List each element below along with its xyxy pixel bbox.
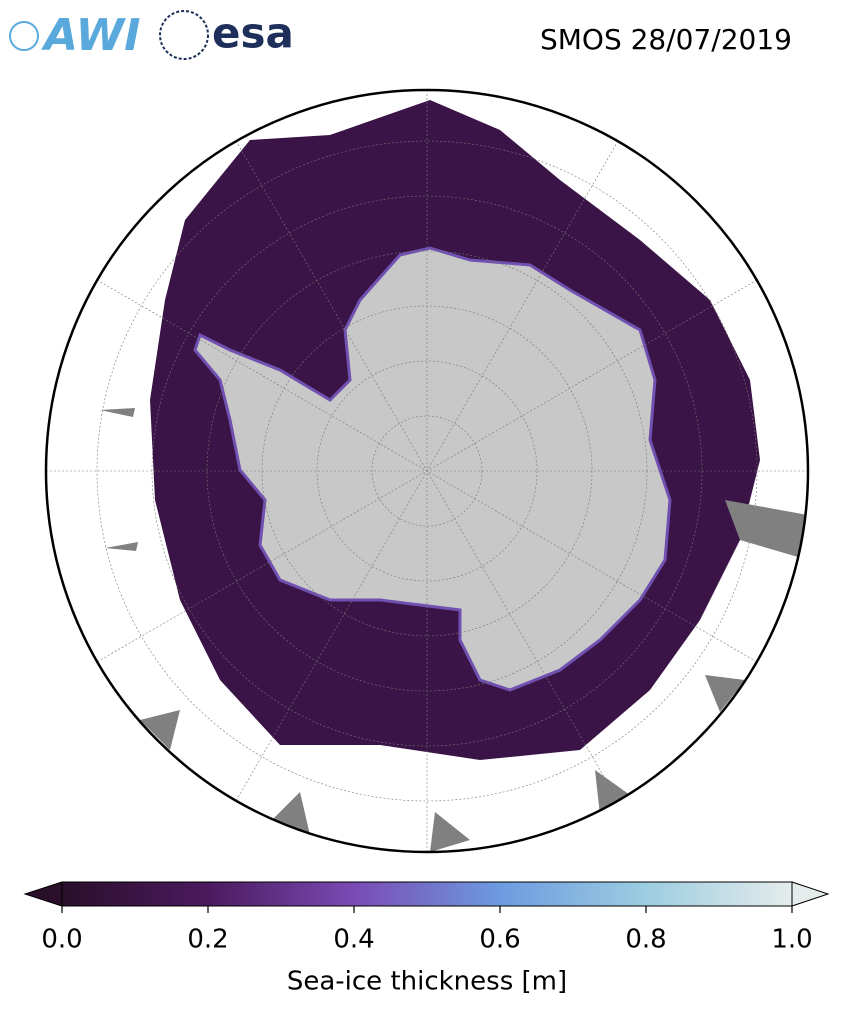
- colorbar-extend-high: [791, 881, 830, 907]
- graticule: [46, 90, 808, 852]
- colorbar-label: Sea-ice thickness [m]: [287, 967, 567, 997]
- colorbar: 0.0 0.2 0.4 0.6 0.8 1.0: [23, 881, 830, 955]
- map-frame: [44, 88, 810, 854]
- colorbar-tick-label: 0.2: [187, 925, 228, 955]
- colorbar-tick-label: 0.0: [41, 925, 82, 955]
- antarctica: [193, 246, 672, 692]
- colorbar-ramp: [61, 881, 793, 907]
- colorbar-tick-label: 1.0: [771, 925, 812, 955]
- colorbar-tick-label: 0.6: [479, 925, 520, 955]
- colorbar-tick-label: 0.8: [625, 925, 666, 955]
- colorbar-extend-low: [23, 881, 63, 907]
- colorbar-tick-label: 0.4: [333, 925, 374, 955]
- awi-logo: AWI: [9, 10, 141, 61]
- masked-areas: [100, 408, 808, 852]
- title: SMOS 28/07/2019: [540, 23, 792, 56]
- esa-logo-text: esa: [212, 9, 294, 58]
- map: [46, 90, 808, 852]
- esa-logo: esa: [159, 9, 294, 60]
- awi-logo-text: AWI: [41, 10, 141, 61]
